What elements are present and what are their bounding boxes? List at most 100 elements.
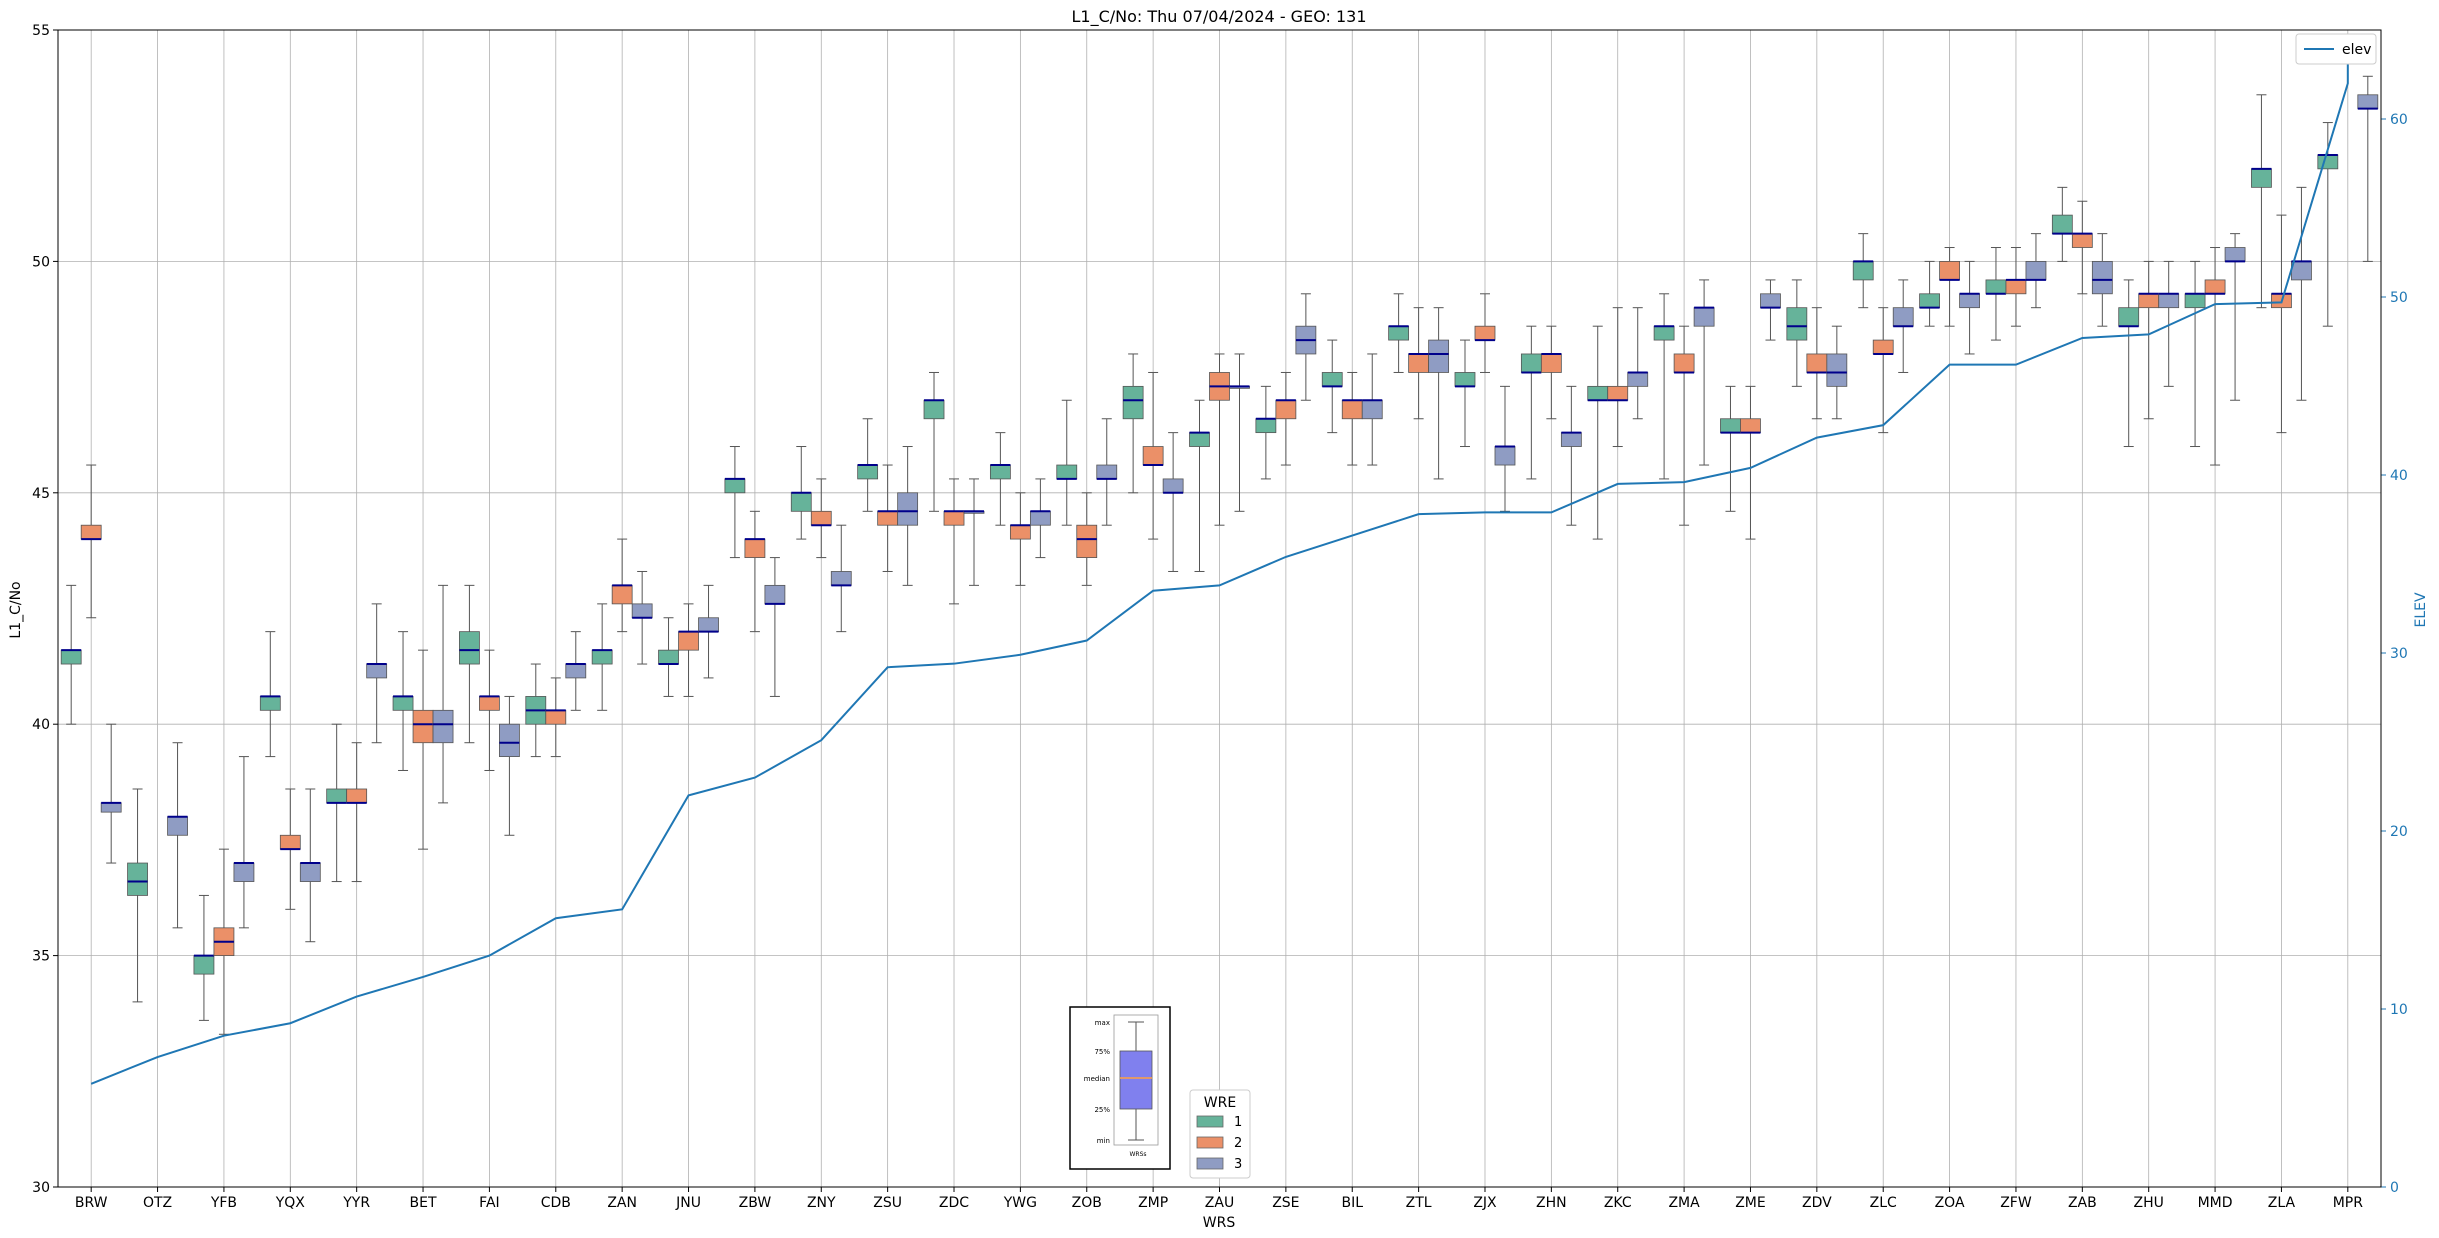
box-ZME-2 <box>1740 385 1761 540</box>
box-ZNY-1 <box>790 446 812 540</box>
box-CDB-1 <box>525 663 547 758</box>
x-tick-label: ZMP <box>1138 1195 1168 1211</box>
box-body <box>1985 279 2007 295</box>
x-tick-label: MMD <box>2198 1195 2233 1211</box>
box-body <box>279 834 301 850</box>
boxplot-group <box>60 75 2379 1035</box>
box-BET-1 <box>392 631 414 771</box>
box-ZHN-1 <box>1520 325 1542 480</box>
box-ZOB-3 <box>1096 418 1118 526</box>
wre-legend-frame <box>1189 1089 1251 1179</box>
x-tick-label: ZTL <box>1406 1195 1432 1211</box>
box-ZAN-2 <box>611 538 633 633</box>
box-body <box>1653 325 1675 341</box>
box-JNU-1 <box>658 617 679 697</box>
box-body <box>127 862 148 896</box>
box-ZHU-3 <box>2158 260 2180 387</box>
box-body <box>1029 510 1051 526</box>
box-body <box>233 862 255 882</box>
box-YWG-3 <box>1029 478 1051 559</box>
box-body <box>1408 353 1430 373</box>
box-ZHN-2 <box>1540 325 1562 420</box>
x-tick-label: ZDC <box>939 1195 969 1211</box>
x-tick-label: JNU <box>675 1195 701 1211</box>
box-body <box>1892 307 1914 327</box>
box-ZAN-3 <box>631 570 653 665</box>
box-ZHU-2 <box>2138 260 2160 420</box>
plot-frame <box>57 29 2382 1188</box>
box-ZJX-1 <box>1454 339 1476 448</box>
x-tick-label: ZNY <box>807 1195 836 1211</box>
box-body <box>2005 279 2027 295</box>
wre-legend-swatch-1 <box>1196 1115 1224 1128</box>
box-ZOA-1 <box>1919 260 1940 327</box>
box-body <box>989 464 1011 480</box>
box-body <box>1939 260 1960 281</box>
box-JNU-2 <box>678 603 699 697</box>
box-body <box>2158 293 2180 309</box>
box-body <box>591 649 613 665</box>
box-body <box>432 709 454 744</box>
box-MMD-2 <box>2204 247 2226 466</box>
wre-legend-label-3: 3 <box>1234 1157 1242 1172</box>
y-tick-label: 45 <box>32 486 50 502</box>
box-ZAU-3 <box>1229 353 1250 512</box>
box-body <box>698 617 719 633</box>
box-ZSU-3 <box>897 446 919 586</box>
box-body <box>2051 214 2073 235</box>
box-BET-3 <box>432 584 454 804</box>
y-tick-label: 35 <box>32 949 50 965</box>
box-body <box>1872 339 1894 355</box>
box-ZNY-2 <box>810 478 832 559</box>
box-body <box>167 816 188 836</box>
box-ZOA-3 <box>1959 260 1980 355</box>
box-ZHN-3 <box>1560 385 1582 526</box>
box-BRW-3 <box>100 723 122 864</box>
box-ZMA-1 <box>1653 293 1675 480</box>
x-tick-label: YFB <box>210 1195 237 1211</box>
box-body <box>1142 446 1164 466</box>
y-tick-label: 50 <box>32 254 50 270</box>
box-body <box>1162 478 1184 494</box>
y2-axis-ticks: 0 10 20 30 40 50 60 <box>2381 112 2408 1196</box>
box-body <box>2317 154 2339 170</box>
box-body <box>2224 247 2246 262</box>
box-body <box>499 723 520 757</box>
box-body <box>1454 372 1476 387</box>
box-CDB-2 <box>545 677 567 758</box>
wre-legend-label-2: 2 <box>1234 1136 1242 1151</box>
box-body <box>2291 260 2312 281</box>
box-body <box>326 788 348 804</box>
box-body <box>1341 399 1363 420</box>
box-body <box>459 631 480 665</box>
x-tick-label: ZHN <box>1536 1195 1567 1211</box>
box-ZLA-2 <box>2271 214 2292 434</box>
box-body <box>100 802 122 813</box>
box-ZOB-2 <box>1076 492 1098 586</box>
box-YWG-2 <box>1009 492 1031 586</box>
elev-line <box>90 47 2349 1085</box>
x-tick-label: YQX <box>275 1195 306 1211</box>
x-tick-label: ZKC <box>1604 1195 1632 1211</box>
box-body <box>1076 524 1098 558</box>
box-body <box>2071 233 2093 248</box>
box-body <box>1189 432 1210 447</box>
inset-key-label-max: max <box>1095 1019 1110 1027</box>
x-tick-label: ZSU <box>873 1195 902 1211</box>
box-BET-2 <box>412 649 434 850</box>
box-body <box>1388 325 1410 341</box>
box-ZLA-1 <box>2251 94 2272 309</box>
box-body <box>2204 279 2226 295</box>
box-ZBW-3 <box>764 557 786 697</box>
box-MMD-1 <box>2184 260 2206 448</box>
box-body <box>1474 325 1496 341</box>
box-body <box>857 464 879 480</box>
box-body <box>346 788 368 804</box>
box-ZMP-3 <box>1162 432 1184 572</box>
box-body <box>1494 446 1516 466</box>
box-ZDV-1 <box>1786 279 1808 387</box>
x-tick-label: MPR <box>2333 1195 2364 1211</box>
box-ZAB-1 <box>2051 186 2073 262</box>
box-body <box>193 955 215 975</box>
x-tick-label: ZJX <box>1473 1195 1497 1211</box>
